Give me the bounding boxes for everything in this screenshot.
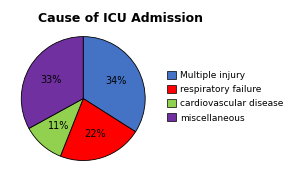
Text: 34%: 34% — [105, 76, 127, 86]
Legend: Multiple injury, respiratory failure, cardiovascular disease, miscellaneous: Multiple injury, respiratory failure, ca… — [165, 69, 285, 124]
Wedge shape — [61, 99, 135, 161]
Text: 33%: 33% — [40, 75, 62, 85]
Text: Cause of ICU Admission: Cause of ICU Admission — [38, 12, 203, 25]
Wedge shape — [83, 37, 145, 132]
Text: 22%: 22% — [84, 129, 106, 139]
Wedge shape — [21, 37, 83, 128]
Wedge shape — [29, 99, 83, 156]
Text: 11%: 11% — [48, 121, 69, 131]
